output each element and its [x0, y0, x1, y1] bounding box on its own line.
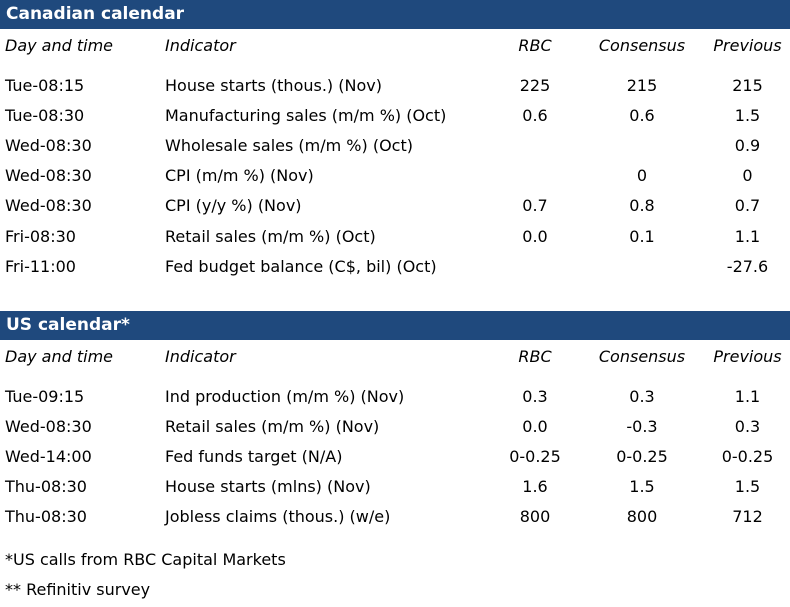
indicator: Retail sales (m/m %) (Nov): [165, 417, 380, 436]
day-time: Wed-08:30: [5, 136, 92, 155]
header-previous: Previous: [713, 347, 782, 366]
previous-value: 0.7: [734, 196, 761, 215]
us-calendar-title: US calendar*: [0, 311, 790, 340]
consensus-value: 0.8: [629, 196, 655, 215]
indicator: Manufacturing sales (m/m %) (Oct): [165, 106, 447, 125]
rbc-value: 0.3: [522, 387, 548, 406]
previous-value: 1.1: [734, 387, 761, 406]
rbc-value: 225: [519, 76, 551, 95]
previous-value: 712: [732, 507, 763, 526]
indicator: Jobless claims (thous.) (w/e): [165, 507, 391, 526]
indicator: House starts (mlns) (Nov): [165, 477, 371, 496]
previous-value: 0.3: [734, 417, 761, 436]
day-time: Tue-09:15: [5, 387, 85, 406]
table-row: Tue-08:30 Manufacturing sales (m/m %) (O…: [0, 101, 790, 131]
consensus-value: 800: [626, 507, 658, 526]
day-time: Wed-08:30: [5, 166, 92, 185]
rbc-value: 0.0: [522, 417, 548, 436]
previous-value: 215: [732, 76, 763, 95]
previous-value: 1.5: [734, 477, 761, 496]
table-row: Wed-08:30 CPI (m/m %) (Nov) 0 0: [0, 161, 790, 191]
header-consensus: Consensus: [598, 36, 686, 55]
header-indicator: Indicator: [165, 347, 236, 366]
day-time: Fri-08:30: [5, 227, 76, 246]
consensus-value: -0.3: [626, 417, 658, 436]
previous-value: 0-0.25: [721, 447, 774, 466]
us-header-row: Day and time Indicator RBC Consensus Pre…: [0, 342, 790, 372]
rbc-value: 1.6: [522, 477, 548, 496]
rbc-value: 0.6: [522, 106, 548, 125]
consensus-value: 0: [636, 166, 648, 185]
day-time: Wed-14:00: [5, 447, 92, 466]
table-row: Wed-08:30 Retail sales (m/m %) (Nov) 0.0…: [0, 412, 790, 442]
day-time: Thu-08:30: [5, 507, 87, 526]
consensus-value: 0.1: [629, 227, 655, 246]
day-time: Wed-08:30: [5, 417, 92, 436]
table-row: Wed-14:00 Fed funds target (N/A) 0-0.25 …: [0, 442, 790, 472]
table-row: Thu-08:30 Jobless claims (thous.) (w/e) …: [0, 502, 790, 532]
day-time: Wed-08:30: [5, 196, 92, 215]
consensus-value: 215: [626, 76, 658, 95]
previous-value: 1.1: [734, 227, 761, 246]
canadian-calendar-title: Canadian calendar: [0, 0, 790, 29]
previous-value: 1.5: [734, 106, 761, 125]
rbc-value: 800: [519, 507, 551, 526]
indicator: CPI (y/y %) (Nov): [165, 196, 302, 215]
day-time: Fri-11:00: [5, 257, 76, 276]
indicator: CPI (m/m %) (Nov): [165, 166, 314, 185]
rbc-value: 0.7: [522, 196, 548, 215]
canadian-header-row: Day and time Indicator RBC Consensus Pre…: [0, 31, 790, 61]
consensus-value: 0.3: [629, 387, 655, 406]
rbc-value: 0.0: [522, 227, 548, 246]
rbc-value: 0-0.25: [509, 447, 561, 466]
table-row: Thu-08:30 House starts (mlns) (Nov) 1.6 …: [0, 472, 790, 502]
day-time: Tue-08:15: [5, 76, 85, 95]
indicator: Fed budget balance (C$, bil) (Oct): [165, 257, 437, 276]
header-indicator: Indicator: [165, 36, 236, 55]
header-day-and-time: Day and time: [5, 347, 114, 366]
table-row: Tue-09:15 Ind production (m/m %) (Nov) 0…: [0, 382, 790, 412]
table-row: Fri-08:30 Retail sales (m/m %) (Oct) 0.0…: [0, 222, 790, 252]
table-row: Wed-08:30 Wholesale sales (m/m %) (Oct) …: [0, 131, 790, 161]
day-time: Tue-08:30: [5, 106, 85, 125]
indicator: House starts (thous.) (Nov): [165, 76, 382, 95]
indicator: Retail sales (m/m %) (Oct): [165, 227, 376, 246]
footnote-us-calls: *US calls from RBC Capital Markets: [5, 550, 286, 569]
consensus-value: 1.5: [629, 477, 655, 496]
consensus-value: 0.6: [629, 106, 655, 125]
header-rbc: RBC: [518, 347, 552, 366]
previous-value: 0: [742, 166, 753, 185]
table-row: Tue-08:15 House starts (thous.) (Nov) 22…: [0, 71, 790, 101]
day-time: Thu-08:30: [5, 477, 87, 496]
header-consensus: Consensus: [598, 347, 686, 366]
previous-value: -27.6: [726, 257, 769, 276]
indicator: Ind production (m/m %) (Nov): [165, 387, 405, 406]
footnote-survey: ** Refinitiv survey: [5, 580, 151, 599]
header-day-and-time: Day and time: [5, 36, 114, 55]
header-rbc: RBC: [518, 36, 552, 55]
table-row: Wed-08:30 CPI (y/y %) (Nov) 0.7 0.8 0.7: [0, 191, 790, 221]
indicator: Fed funds target (N/A): [165, 447, 343, 466]
previous-value: 0.9: [734, 136, 761, 155]
table-row: Fri-11:00 Fed budget balance (C$, bil) (…: [0, 252, 790, 282]
header-previous: Previous: [713, 36, 782, 55]
consensus-value: 0-0.25: [616, 447, 668, 466]
indicator: Wholesale sales (m/m %) (Oct): [165, 136, 413, 155]
